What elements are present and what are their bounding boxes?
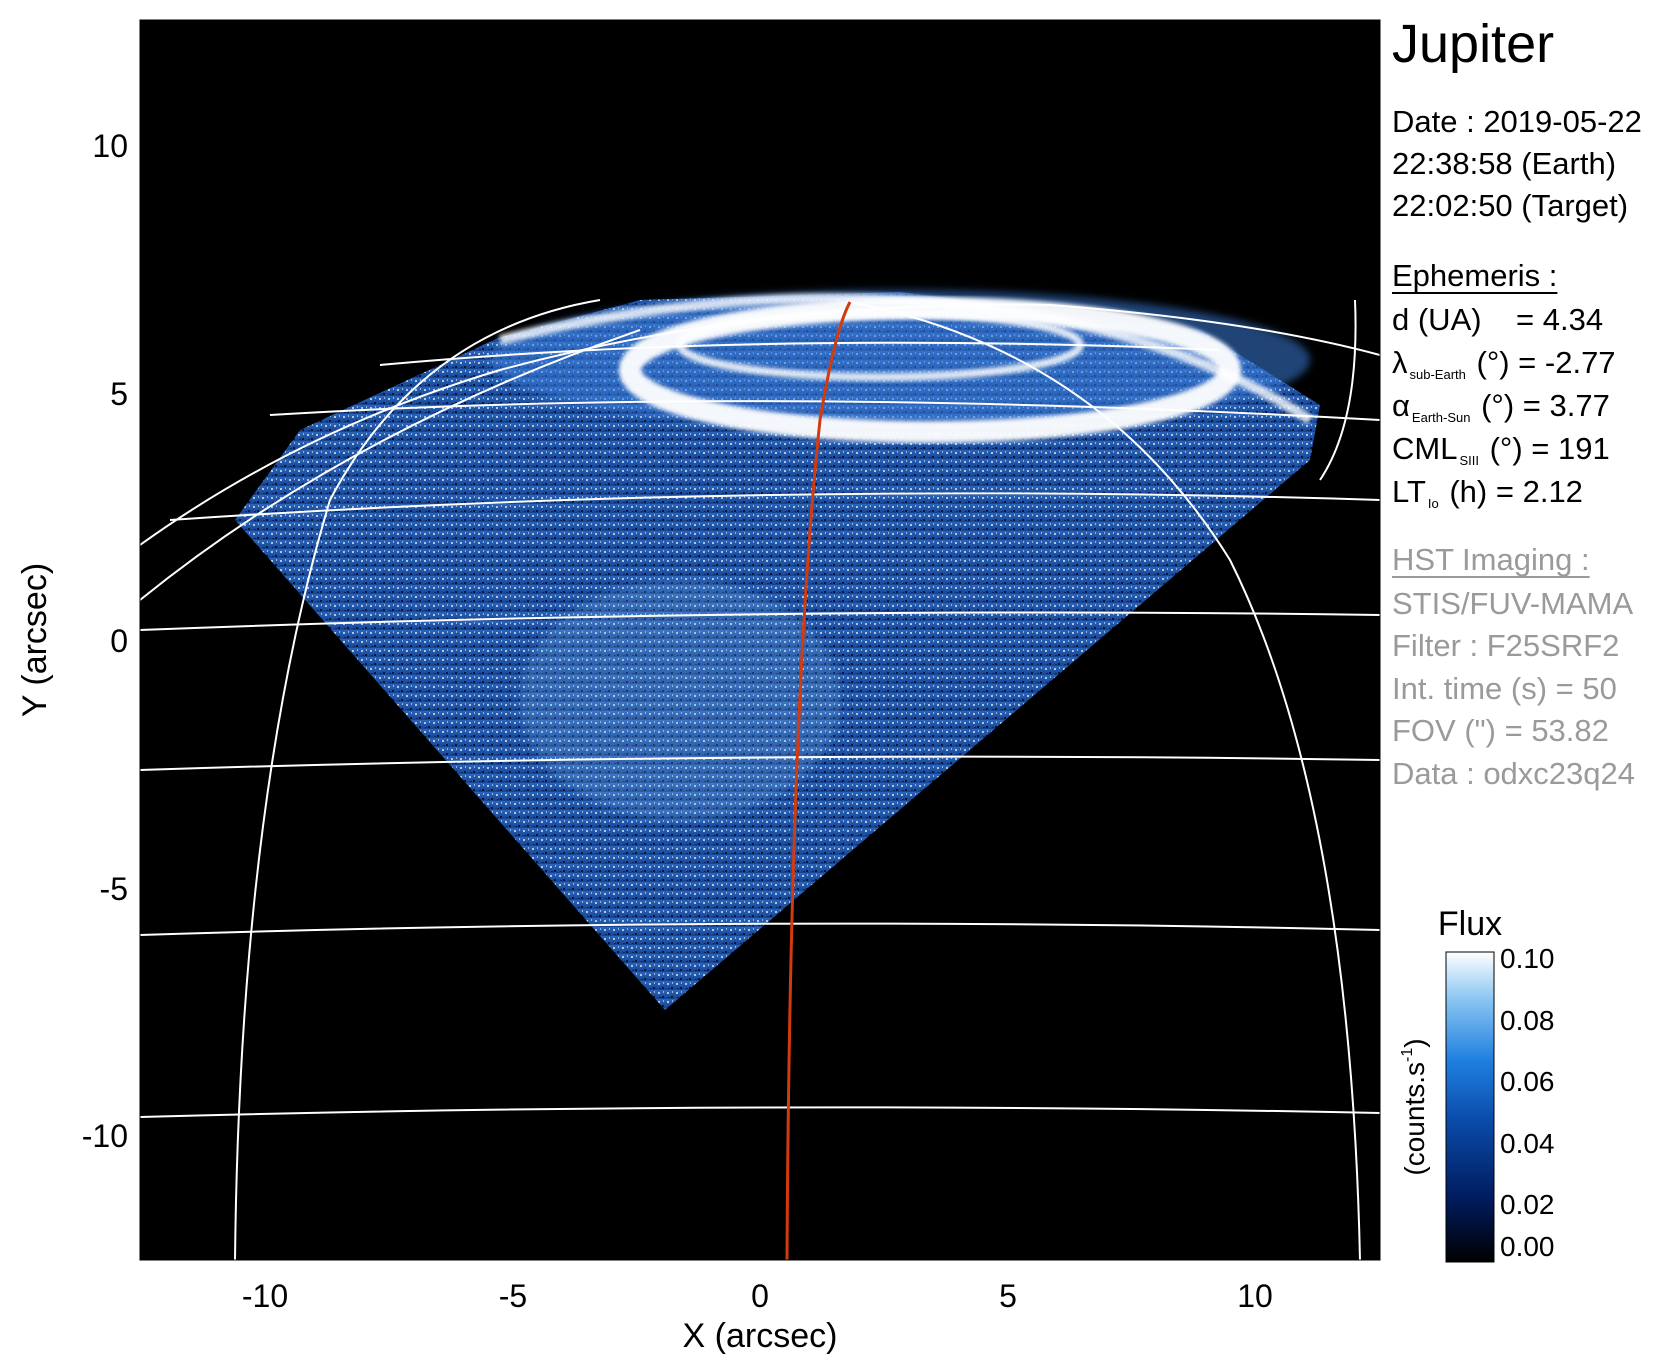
y-tick-label: 0 — [110, 623, 128, 659]
y-tick-label: 5 — [110, 376, 128, 412]
distance-value: = 4.34 — [1516, 302, 1604, 337]
x-tick-label: 0 — [751, 1278, 769, 1314]
cml-row: CML SIII (°) = 191 — [1392, 431, 1610, 479]
date-line: Date : 2019-05-22 — [1392, 104, 1642, 139]
lt-row: LT Io (h) = 2.12 — [1392, 474, 1583, 522]
cml-symbol: CML — [1392, 431, 1458, 466]
alpha-subscript: Earth-Sun — [1411, 410, 1471, 425]
lambda-row: λ sub-Earth (°) = -2.77 — [1392, 345, 1616, 393]
x-tick-label: -5 — [499, 1278, 527, 1314]
y-tick-label: -10 — [82, 1118, 128, 1154]
colorbar-unit-label: (counts.s-1) — [1399, 1038, 1430, 1175]
alpha-row: α Earth-Sun (°) = 3.77 — [1392, 388, 1610, 436]
lambda-symbol: λ — [1392, 345, 1408, 380]
colorbar-tick-label: 0.10 — [1500, 943, 1555, 974]
hst-int-time: Int. time (s) = 50 — [1392, 671, 1617, 706]
central-meridian-line — [785, 301, 852, 1260]
y-axis-label: Y (arcsec) — [16, 563, 54, 717]
ephemeris-header: Ephemeris : — [1392, 258, 1558, 293]
target-time: 22:02:50 (Target) — [1392, 188, 1629, 223]
colorbar-tick-label: 0.08 — [1500, 1005, 1555, 1036]
lambda-subscript: sub-Earth — [1409, 367, 1466, 382]
colorbar-ticks: 0.10 0.08 0.06 0.04 0.02 0.00 — [1500, 943, 1555, 1262]
colorbar-tick-label: 0.00 — [1500, 1231, 1555, 1262]
alpha-unit: (°) — [1481, 388, 1515, 423]
auroral-arc — [498, 293, 1313, 425]
y-tick-label: -5 — [100, 871, 128, 907]
x-axis-label: X (arcsec) — [683, 1317, 838, 1355]
alpha-symbol: α — [1392, 388, 1410, 423]
y-tick-label: 10 — [92, 128, 128, 164]
auroral-oval — [619, 297, 1241, 443]
hst-instrument: STIS/FUV-MAMA — [1392, 586, 1634, 621]
alpha-value: = 3.77 — [1522, 388, 1610, 423]
lt-subscript: Io — [1427, 496, 1439, 511]
hst-filter: Filter : F25SRF2 — [1392, 628, 1620, 663]
x-tick-label: 5 — [999, 1278, 1017, 1314]
colorbar-tick-label: 0.02 — [1500, 1189, 1555, 1220]
cml-unit: (°) — [1489, 431, 1523, 466]
y-tick-labels: 10 5 0 -5 -10 — [82, 128, 128, 1154]
lambda-value: = -2.77 — [1518, 345, 1616, 380]
planet-title: Jupiter — [1392, 14, 1555, 74]
lt-symbol: LT — [1392, 474, 1426, 509]
x-tick-labels: -10 -5 0 5 10 — [242, 1278, 1273, 1314]
colorbar-tick-label: 0.06 — [1500, 1066, 1555, 1097]
colorbar-tick-label: 0.04 — [1500, 1128, 1555, 1159]
hst-fov: FOV (") = 53.82 — [1392, 713, 1609, 748]
plot-frame — [139, 19, 1381, 1261]
colorbar-title: Flux — [1438, 905, 1502, 943]
cml-value: = 191 — [1531, 431, 1610, 466]
hst-data-id: Data : odxc23q24 — [1392, 756, 1636, 791]
hst-header: HST Imaging : — [1392, 542, 1590, 577]
lt-value: = 2.12 — [1495, 474, 1583, 509]
x-tick-label: 10 — [1237, 1278, 1273, 1314]
lat-lon-grid — [140, 299, 1380, 1260]
lt-unit: (h) — [1449, 474, 1488, 509]
distance-label: d (UA) — [1392, 302, 1482, 337]
cml-subscript: SIII — [1459, 453, 1479, 468]
colorbar — [1445, 951, 1495, 1263]
earth-time: 22:38:58 (Earth) — [1392, 146, 1617, 181]
distance-row: d (UA) = 4.34 — [1392, 302, 1603, 338]
auroral-image — [140, 20, 1380, 1260]
x-tick-label: -10 — [242, 1278, 288, 1314]
lambda-unit: (°) — [1476, 345, 1510, 380]
